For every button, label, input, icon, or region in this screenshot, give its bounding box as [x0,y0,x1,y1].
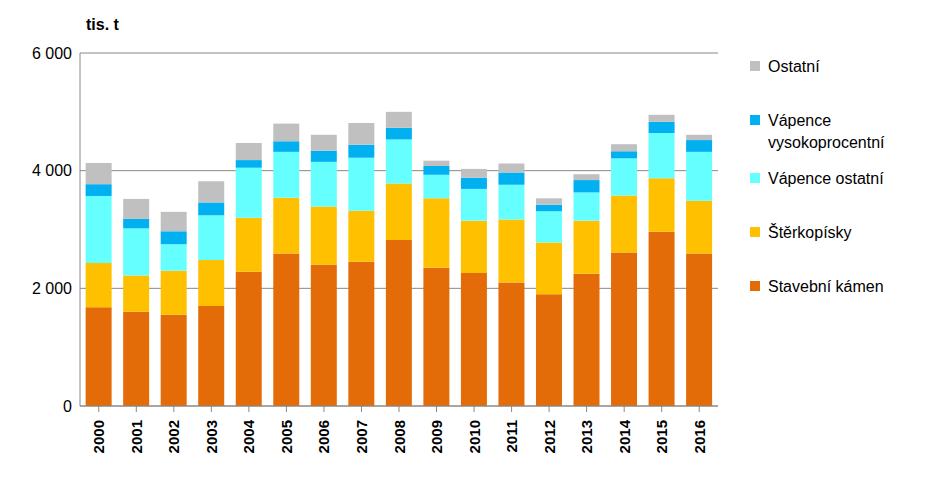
html-text:Vápence ostatní: Vápence ostatní [768,170,884,187]
svg-text:0: 0 [63,398,72,415]
svg-text:2004: 2004 [240,419,257,453]
svg-text:2003: 2003 [203,420,220,453]
svg-text:2012: 2012 [541,420,558,453]
svg-text:2008: 2008 [391,420,408,453]
svg-text:2000: 2000 [90,420,107,453]
svg-text:4 000: 4 000 [32,162,72,179]
svg-text:2007: 2007 [353,420,370,453]
html-text:Štěrkopísky: Štěrkopísky [768,224,852,241]
svg-text:2001: 2001 [128,420,145,453]
svg-text:2 000: 2 000 [32,280,72,297]
svg-text:2011: 2011 [503,420,520,453]
svg-text:6 000: 6 000 [32,45,72,62]
svg-text:2010: 2010 [466,420,483,453]
svg-text:2016: 2016 [691,420,708,453]
svg-text:2002: 2002 [165,420,182,453]
svg-text:2013: 2013 [578,420,595,453]
svg-text:2015: 2015 [653,420,670,453]
html-text:Stavební kámen: Stavební kámen [768,278,884,295]
svg-text:2014: 2014 [616,419,633,453]
svg-text:2005: 2005 [278,420,295,453]
html-text:Vápence vysokoprocentní: Vápence vysokoprocentní [768,112,885,151]
svg-text:2006: 2006 [315,420,332,453]
html-text:Ostatní: Ostatní [768,58,820,75]
html-text:tis. t: tis. t [86,16,119,33]
svg-text:2009: 2009 [428,420,445,453]
